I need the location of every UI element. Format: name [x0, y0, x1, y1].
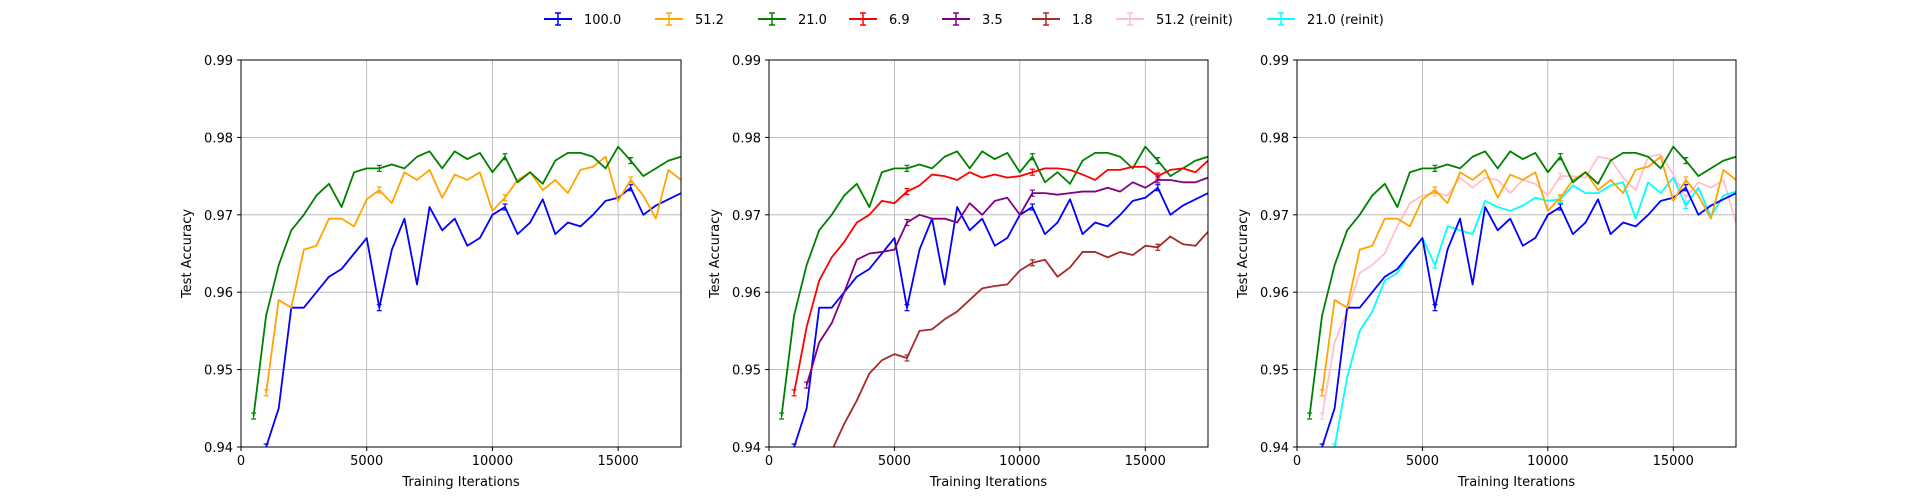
gridlines — [240, 59, 681, 448]
chart-panel-2: 0 5000 10000 15000 0.94 0.95 0.96 0.97 0.98 0.99 T… — [708, 54, 1209, 490]
y-tick-label: 0.98 — [1260, 131, 1289, 146]
x-tick-label: 0 — [1293, 454, 1301, 469]
legend-item: 21.0 (reinit) — [1267, 12, 1384, 28]
axes-frame — [1296, 59, 1737, 448]
x-tick-label: 10000 — [999, 454, 1040, 469]
y-tick-label: 0.96 — [1260, 286, 1289, 301]
y-tick-label: 0.95 — [732, 364, 761, 379]
y-tick-label: 0.99 — [1260, 54, 1289, 69]
legend-item: 3.5 — [942, 12, 1003, 28]
series-line-100-0 — [1321, 186, 1736, 447]
legend-item: 100.0 — [544, 12, 621, 28]
x-tick-label: 15000 — [597, 454, 638, 469]
x-tick-label: 5000 — [350, 454, 383, 469]
legend-label: 6.9 — [889, 13, 910, 28]
y-tick-label: 0.98 — [204, 131, 233, 146]
series-line-21-0-reinit- — [1333, 176, 1736, 447]
axes-frame — [240, 59, 682, 448]
legend-item: 1.8 — [1032, 12, 1093, 28]
axes-frame — [768, 59, 1209, 448]
x-tick-label: 15000 — [1125, 454, 1166, 469]
y-tick-label: 0.97 — [732, 209, 761, 224]
legend-label: 21.0 — [798, 13, 827, 28]
legend-item: 21.0 — [758, 12, 827, 28]
legend-item: 51.2 (reinit) — [1116, 12, 1233, 28]
series-line-100-0 — [265, 186, 681, 447]
legend-label: 21.0 (reinit) — [1307, 13, 1384, 28]
y-axis-label: Test Accuracy — [708, 209, 723, 299]
y-tick-label: 0.99 — [204, 54, 233, 69]
legend-item: 6.9 — [849, 12, 910, 28]
legend-label: 3.5 — [982, 13, 1003, 28]
y-axis-label: Test Accuracy — [1236, 209, 1251, 299]
x-tick-label: 5000 — [878, 454, 911, 469]
y-tick-label: 0.98 — [732, 131, 761, 146]
series-group — [1307, 145, 1736, 447]
y-tick-label: 0.96 — [732, 286, 761, 301]
series-line-6-9 — [793, 159, 1208, 393]
y-tick-label: 0.94 — [204, 441, 233, 456]
series-group — [779, 145, 1208, 447]
x-tick-label: 0 — [237, 454, 245, 469]
series-group — [251, 145, 681, 447]
legend-label: 100.0 — [584, 13, 621, 28]
x-tick-label: 15000 — [1653, 454, 1694, 469]
series-line-3-5 — [805, 176, 1208, 386]
x-axis-label: Training Iterations — [1457, 475, 1576, 490]
chart-panel-3: 0 5000 10000 15000 0.94 0.95 0.96 0.97 0.98 0.99 T… — [1236, 54, 1737, 490]
legend-label: 1.8 — [1072, 13, 1093, 28]
y-tick-label: 0.95 — [204, 364, 233, 379]
y-tick-label: 0.96 — [204, 286, 233, 301]
y-tick-label: 0.97 — [204, 209, 233, 224]
legend-item: 51.2 — [655, 12, 724, 28]
legend-label: 51.2 — [695, 13, 724, 28]
x-tick-label: 0 — [765, 454, 773, 469]
y-tick-label: 0.97 — [1260, 209, 1289, 224]
y-tick-label: 0.99 — [732, 54, 761, 69]
series-line-51-2-reinit- — [1321, 153, 1736, 417]
y-tick-label: 0.95 — [1260, 364, 1289, 379]
gridlines — [1296, 59, 1736, 448]
x-axis-label: Training Iterations — [401, 475, 520, 490]
y-axis-label: Test Accuracy — [180, 209, 195, 299]
series-line-21-0 — [1308, 145, 1736, 417]
series-line-21-0 — [252, 145, 681, 417]
y-tick-label: 0.94 — [732, 441, 761, 456]
chart-panel-1: 0 5000 10000 15000 0.94 0.95 0.96 0.97 0.98 0.99 T… — [180, 54, 682, 490]
legend-label: 51.2 (reinit) — [1156, 13, 1233, 28]
series-line-51-2 — [265, 155, 681, 393]
x-axis-label: Training Iterations — [929, 475, 1048, 490]
series-line-51-2 — [1321, 155, 1736, 393]
x-tick-label: 5000 — [1406, 454, 1439, 469]
y-tick-label: 0.94 — [1260, 441, 1289, 456]
series-line-1-8 — [832, 231, 1208, 447]
x-tick-label: 10000 — [1527, 454, 1568, 469]
x-tick-label: 10000 — [472, 454, 513, 469]
legend: 100.0 51.2 21.0 6.9 3.5 1.8 51.2 (reinit) 21.0 … — [544, 12, 1384, 28]
chart-panels: 0 5000 10000 15000 0.94 0.95 0.96 0.97 0.98 0.99 T… — [180, 54, 1737, 490]
series-line-21-0 — [780, 145, 1208, 417]
series-line-100-0 — [793, 186, 1208, 447]
